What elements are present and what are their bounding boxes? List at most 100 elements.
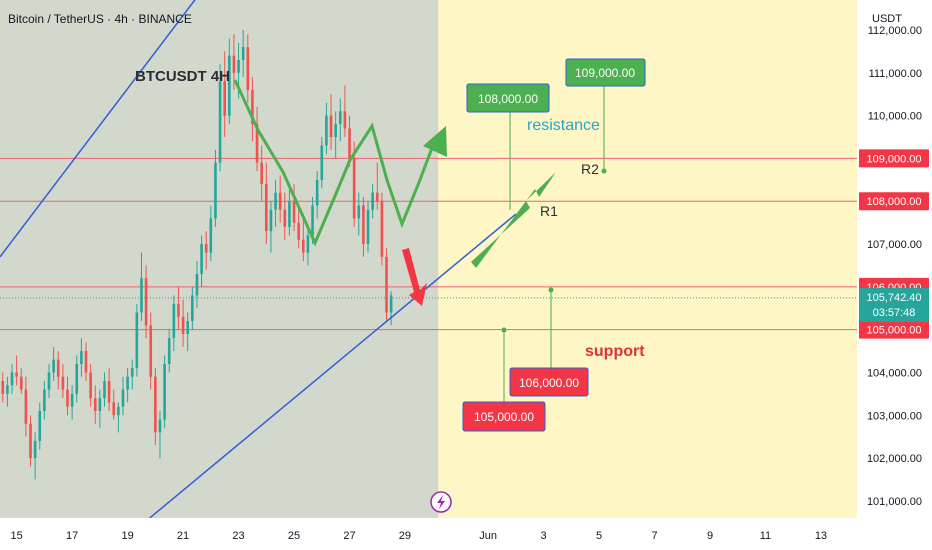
callout-109000[interactable]: 109,000.00 xyxy=(565,58,646,87)
candle xyxy=(98,389,102,429)
zigzag-arrowhead xyxy=(423,126,447,157)
candle xyxy=(269,201,273,253)
r2-point xyxy=(601,168,607,174)
candle xyxy=(218,64,222,172)
candle xyxy=(1,372,5,403)
candle xyxy=(177,286,180,330)
r1-label: R1 xyxy=(540,203,558,219)
candle xyxy=(144,265,148,339)
svg-text:109,000.00: 109,000.00 xyxy=(575,66,635,80)
x-tick-label: 15 xyxy=(11,530,23,542)
candle xyxy=(204,231,208,270)
candle xyxy=(301,218,305,262)
r2-label: R2 xyxy=(581,161,599,177)
svg-text:105,742.40: 105,742.40 xyxy=(866,292,921,304)
candle xyxy=(200,235,203,287)
candle xyxy=(274,179,277,227)
time-axis-background xyxy=(0,518,857,550)
candle xyxy=(375,162,379,210)
y-tick-label: 112,000.00 xyxy=(868,25,922,37)
candle xyxy=(15,355,18,386)
candle xyxy=(241,29,245,78)
x-tick-label: 11 xyxy=(760,530,771,542)
svg-text:105,000.00: 105,000.00 xyxy=(474,410,534,424)
candle xyxy=(334,111,337,159)
candle xyxy=(163,355,166,429)
candle xyxy=(33,432,37,480)
candle xyxy=(260,145,263,202)
x-tick-label: 13 xyxy=(815,530,827,542)
candle xyxy=(38,402,42,450)
svg-text:03:57:48: 03:57:48 xyxy=(873,307,916,319)
x-tick-label: 17 xyxy=(66,530,78,542)
y-tick-label: 104,000.00 xyxy=(867,367,922,379)
candle xyxy=(103,372,106,407)
candle xyxy=(19,368,23,394)
y-tick-label: 103,000.00 xyxy=(867,410,922,422)
candle xyxy=(357,192,361,236)
channel-lower-line[interactable] xyxy=(149,213,517,518)
candle xyxy=(89,363,92,407)
candle xyxy=(158,410,162,459)
callout-106000[interactable]: 106,000.00 xyxy=(509,367,589,397)
candle xyxy=(320,136,324,189)
candle xyxy=(329,94,333,150)
candle xyxy=(255,107,259,172)
candle xyxy=(70,385,74,420)
candle xyxy=(112,389,116,420)
callout-108000[interactable]: 108,000.00 xyxy=(466,83,550,113)
price-badge-109000: 109,000.00 xyxy=(859,149,929,168)
y-tick-label: 101,000.00 xyxy=(867,496,922,508)
y-tick-label: 107,000.00 xyxy=(867,239,922,251)
svg-text:105,000.00: 105,000.00 xyxy=(866,325,921,337)
candle xyxy=(84,342,88,382)
candle xyxy=(126,368,129,403)
candle xyxy=(29,415,32,467)
candle xyxy=(246,34,250,103)
candle xyxy=(371,184,374,219)
candle xyxy=(278,175,282,223)
channel-upper-line[interactable] xyxy=(0,0,266,258)
time-axis[interactable]: 15 17 19 21 23 25 27 29 Jun 3 5 7 9 11 13 xyxy=(11,530,828,542)
x-tick-label: 29 xyxy=(399,530,411,542)
currency-label: USDT xyxy=(872,13,902,25)
candle xyxy=(338,98,342,142)
candle xyxy=(186,312,190,352)
candle xyxy=(195,261,199,309)
candle xyxy=(167,329,171,373)
candle xyxy=(325,102,328,155)
callout-point-106000 xyxy=(548,287,554,293)
candle xyxy=(80,338,83,377)
callout-105000[interactable]: 105,000.00 xyxy=(462,401,546,432)
x-tick-label: 27 xyxy=(343,530,355,542)
x-tick-label: 19 xyxy=(121,530,133,542)
zigzag-pattern-line xyxy=(233,79,434,247)
candle xyxy=(209,205,213,262)
candle xyxy=(56,351,60,390)
candle xyxy=(380,192,384,266)
candle xyxy=(121,376,125,416)
candle xyxy=(6,376,9,407)
x-tick-label: 9 xyxy=(707,530,713,542)
candle xyxy=(389,291,393,326)
candle xyxy=(297,205,300,249)
svg-text:109,000.00: 109,000.00 xyxy=(866,153,921,165)
candle xyxy=(191,286,194,330)
x-tick-label: 5 xyxy=(596,530,602,542)
y-tick-label: 102,000.00 xyxy=(867,453,922,465)
candle xyxy=(107,368,111,411)
candle xyxy=(228,38,231,125)
callout-point-105000 xyxy=(501,327,507,333)
red-down-arrow xyxy=(402,248,427,306)
candle xyxy=(315,171,319,219)
x-tick-label: 3 xyxy=(541,530,547,542)
candle xyxy=(24,376,28,437)
x-tick-label: 23 xyxy=(232,530,244,542)
lightning-icon[interactable] xyxy=(430,491,452,513)
y-tick-label: 111,000.00 xyxy=(869,68,922,80)
x-tick-label: 25 xyxy=(288,530,300,542)
candle xyxy=(130,359,134,390)
